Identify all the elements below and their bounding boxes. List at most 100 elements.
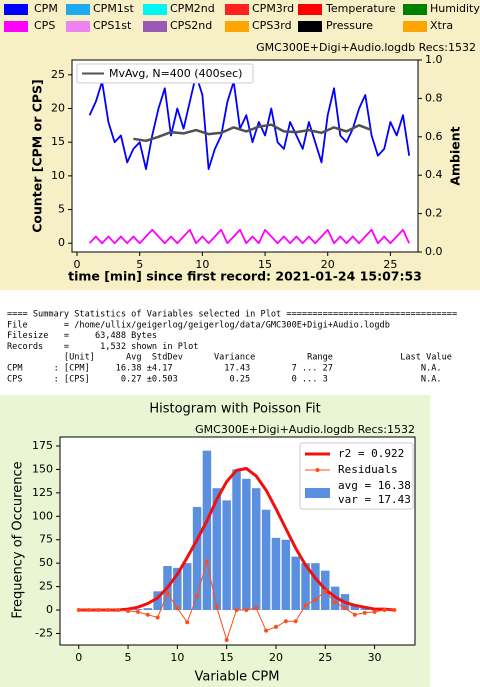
histogram-bar xyxy=(281,539,291,611)
y-tick-label: 15 xyxy=(51,135,65,148)
residual-point xyxy=(96,608,101,613)
histogram-bar xyxy=(291,556,300,611)
y-tick-label: 75 xyxy=(39,533,53,546)
series-line xyxy=(88,73,411,170)
plot-frame xyxy=(59,436,416,646)
histogram-bar xyxy=(222,500,231,611)
summary-line: ==== Summary Statistics of Variables sel… xyxy=(7,310,457,320)
legend-swatch xyxy=(298,21,322,32)
residual-point xyxy=(86,608,91,613)
residual-point xyxy=(283,619,288,624)
residual-point xyxy=(76,608,81,613)
histogram-bar xyxy=(182,563,192,611)
legend-label: Residuals xyxy=(338,463,398,476)
legend-label: Xtra xyxy=(430,19,453,32)
residual-point xyxy=(392,608,397,613)
fit-line xyxy=(78,467,395,612)
x-tick-label: 20 xyxy=(269,651,283,664)
histogram-bar xyxy=(212,488,222,611)
y-tick-label: 20 xyxy=(51,102,65,115)
legend-swatch xyxy=(225,4,249,15)
residual-point xyxy=(352,612,357,617)
histogram-bar xyxy=(251,488,261,611)
x-tick-label: 25 xyxy=(383,258,397,271)
residual-point xyxy=(362,610,367,615)
summary-line: [Unit] Avg StdDev Variance Range Last Va… xyxy=(7,353,452,363)
legend-label: CPM2nd xyxy=(170,2,215,15)
legend-label: Pressure xyxy=(326,19,373,32)
y2-axis-label: Ambient xyxy=(448,126,463,185)
y-tick-label: 5 xyxy=(58,203,65,216)
summary-line: Filesize = 63,488 Bytes xyxy=(7,331,157,341)
legend-swatch xyxy=(4,4,28,15)
y-tick-label: 25 xyxy=(51,68,65,81)
y2-tick-label: 0.4 xyxy=(425,168,443,181)
series-line xyxy=(88,228,411,245)
x-tick-label: 15 xyxy=(220,651,234,664)
histogram-bar xyxy=(153,591,162,611)
plot-area xyxy=(72,60,418,252)
legend-swatch xyxy=(225,21,249,32)
y-tick-label: 100 xyxy=(32,509,53,522)
x-tick-label: 10 xyxy=(170,651,184,664)
residual-point xyxy=(342,606,347,611)
histogram-bar xyxy=(143,608,153,611)
residual-point xyxy=(372,609,377,614)
residual-point xyxy=(234,608,239,613)
plot-frame xyxy=(71,59,419,253)
legend-label: Humidity xyxy=(430,2,480,15)
y2-tick-label: 0.2 xyxy=(425,207,443,220)
series-line xyxy=(133,123,373,143)
x-tick-label: 5 xyxy=(125,651,132,664)
residual-point xyxy=(126,608,131,613)
x-tick-label: 0 xyxy=(74,258,81,271)
histogram-bar xyxy=(301,563,310,611)
y2-tick-label: 0.0 xyxy=(425,245,443,258)
histogram-bar xyxy=(261,509,271,611)
legend-swatch xyxy=(403,21,427,32)
residual-point xyxy=(264,628,269,633)
x-tick-label: 10 xyxy=(195,258,209,271)
residual-point xyxy=(224,638,229,643)
y-tick-label: 125 xyxy=(32,486,53,499)
legend-label: MvAvg, N=400 (400sec) xyxy=(109,67,242,80)
legend-marker xyxy=(315,468,320,472)
residual-point xyxy=(185,620,190,625)
x-tick-label: 30 xyxy=(368,651,382,664)
residual-point xyxy=(293,619,298,624)
legend-label: CPS1st xyxy=(93,19,132,32)
legend-label: CPS3rd xyxy=(252,19,292,32)
plot-header: GMC300E+Digi+Audio.logdb Recs:1532 xyxy=(195,423,415,436)
residual-point xyxy=(106,608,111,613)
y-tick-label: 0 xyxy=(58,236,65,249)
x-axis-label: Variable CPM xyxy=(195,670,280,685)
residual-point xyxy=(165,591,170,596)
y-tick-label: 50 xyxy=(39,556,53,569)
y-tick-label: -25 xyxy=(35,626,53,639)
legend-label: CPS xyxy=(34,19,55,32)
x-tick-label: 5 xyxy=(136,258,143,271)
legend-box xyxy=(76,63,254,84)
histogram-bar xyxy=(173,567,182,611)
summary-line: Records = 1,532 shown in Plot xyxy=(7,342,198,352)
x-axis-label: time [min] since first record: 2021-01-2… xyxy=(68,269,422,284)
residual-point xyxy=(273,624,278,629)
residual-point xyxy=(116,608,121,613)
residual-point xyxy=(333,600,338,605)
legend-label: Temperature xyxy=(325,2,396,15)
histogram-bar xyxy=(192,506,202,611)
y-tick-label: 0 xyxy=(46,603,53,616)
histogram-bar xyxy=(202,450,212,611)
legend-label: CPS2nd xyxy=(170,19,212,32)
legend-label: CPM xyxy=(34,2,58,15)
histogram-bar xyxy=(360,608,369,611)
y2-tick-label: 0.8 xyxy=(425,91,443,104)
chart-title: Histogram with Poisson Fit xyxy=(149,402,320,417)
histogram-bar xyxy=(271,537,281,611)
legend-swatch xyxy=(66,4,90,15)
legend-label: CPM3rd xyxy=(252,2,294,15)
residual-point xyxy=(175,606,180,611)
y-tick-label: 25 xyxy=(39,580,53,593)
x-tick-label: 25 xyxy=(318,651,332,664)
y-tick-label: 175 xyxy=(32,439,53,452)
